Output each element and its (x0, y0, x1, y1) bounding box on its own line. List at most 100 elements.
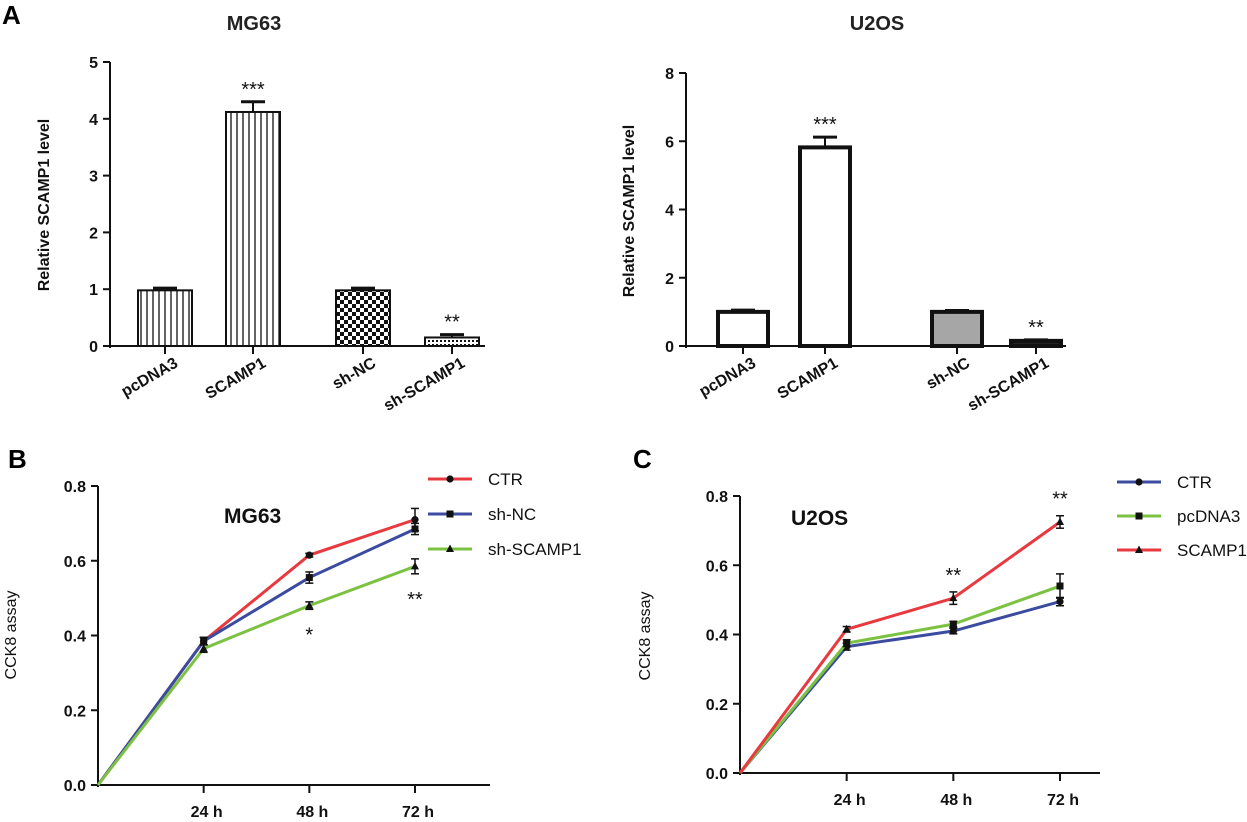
a-mg63-y-tick-label: 3 (89, 169, 98, 186)
c-legend-pcdna3-marker-square (1135, 512, 1143, 520)
a-mg63-y-tick-label: 0 (89, 339, 98, 356)
c-x-tick-label: 24 h (834, 792, 866, 809)
c-significance: ** (1052, 489, 1068, 511)
b-legend-sh-nc-marker-square (446, 510, 454, 518)
chart-a-u2os-title: U2OS (850, 13, 904, 35)
a-mg63-y-tick-label: 2 (89, 225, 98, 242)
panel-letter-c: C (633, 444, 652, 474)
b-ctr-marker-circle (305, 551, 313, 559)
a-u2os-y-tick-label: 6 (665, 134, 674, 151)
c-scamp1-marker-triangle (949, 593, 958, 602)
a-u2os-bar-scamp1 (798, 145, 852, 348)
b-sh-scamp1-marker-triangle (411, 561, 419, 570)
c-series-line-scamp1 (738, 520, 1061, 774)
a-mg63-bar-sh-scamp1 (424, 336, 480, 348)
b-y-tick-label: 0.2 (64, 703, 86, 720)
c-y-tick-label: 0.8 (706, 489, 728, 506)
chart-a-mg63-title: MG63 (227, 13, 281, 35)
chart-c-u2os: U2OS CCK8 assay 0.0 0.2 0.4 0.6 0.8 24 h 48 h 7… (637, 473, 1247, 809)
a-mg63-bar-scamp1 (225, 110, 281, 348)
b-sh-scamp1-marker-triangle (305, 601, 314, 609)
c-scamp1-marker-triangle (842, 624, 851, 633)
a-u2os-y-tick-label: 8 (665, 66, 674, 83)
b-x-tick-label: 24 h (191, 804, 223, 821)
a-u2os-category-label: sh-NC (924, 355, 974, 393)
c-series-line-ctr (738, 600, 1061, 774)
c-legend-label-scamp1: SCAMP1 (1177, 541, 1247, 560)
b-y-tick-label: 0.6 (64, 554, 86, 571)
a-u2os-significance: ** (1028, 317, 1044, 339)
c-legend-label-ctr: CTR (1177, 473, 1212, 492)
chart-a-mg63: MG63 Relative SCAMP1 level 0 1 2 3 4 5 pcDNA3 *… (36, 13, 485, 415)
a-u2os-significance: *** (813, 114, 837, 136)
c-legend-scamp1-marker-triangle (1135, 545, 1143, 553)
a-u2os-bar-pcdna3 (716, 309, 770, 348)
c-pcdna3-marker-square (843, 639, 851, 647)
a-mg63-category-label: sh-SCAMP1 (381, 355, 468, 415)
b-legend-label-sh-nc: sh-NC (488, 505, 536, 524)
c-pcdna3-marker-square (949, 620, 957, 628)
chart-c-ylabel: CCK8 assay (637, 592, 654, 681)
b-x-tick-label: 72 h (402, 804, 434, 821)
chart-a-u2os-ylabel: Relative SCAMP1 level (621, 125, 638, 298)
c-legend-ctr-marker-circle (1135, 478, 1143, 486)
a-mg63-y-tick-label: 4 (89, 112, 98, 129)
c-legend-label-pcdna3: pcDNA3 (1177, 507, 1240, 526)
b-significance: ** (407, 589, 423, 611)
b-y-tick-label: 0.8 (64, 479, 86, 496)
chart-a-mg63-ylabel: Relative SCAMP1 level (36, 119, 53, 292)
c-significance: ** (946, 565, 962, 587)
panel-letter-a: A (2, 0, 21, 30)
panel-letter-b: B (8, 444, 27, 474)
a-u2os-y-tick-label: 0 (665, 339, 674, 356)
a-u2os-category-label: sh-SCAMP1 (965, 355, 1052, 415)
b-legend-ctr-marker-circle (446, 475, 454, 483)
c-x-tick-label: 48 h (940, 792, 972, 809)
a-mg63-y-tick-label: 5 (89, 55, 98, 72)
b-significance: * (305, 624, 313, 646)
a-mg63-bar-pcdna3 (137, 289, 193, 347)
a-mg63-bar-sh-nc (335, 289, 391, 347)
a-mg63-category-label: pcDNA3 (119, 355, 181, 401)
c-ctr-marker-circle (1056, 598, 1064, 606)
b-y-tick-label: 0.0 (64, 778, 86, 795)
c-scamp1-marker-triangle (1056, 517, 1064, 525)
c-x-tick-label: 72 h (1047, 792, 1079, 809)
a-mg63-y-tick-label: 1 (89, 282, 98, 299)
c-y-tick-label: 0.0 (706, 766, 728, 783)
b-sh-nc-marker-square (411, 525, 419, 533)
b-sh-nc-marker-square (305, 574, 313, 582)
c-ctr-marker-circle (949, 627, 957, 635)
b-legend-label-sh-scamp1: sh-SCAMP1 (488, 540, 582, 559)
b-legend-label-ctr: CTR (488, 470, 523, 489)
a-u2os-bar-sh-nc (930, 309, 984, 348)
c-series-line-pcdna3 (738, 584, 1061, 774)
b-x-tick-label: 48 h (296, 804, 328, 821)
chart-a-u2os: U2OS Relative SCAMP1 level 0 2 4 6 8 pcDNA3 **… (621, 13, 1066, 415)
chart-c-inset-title: U2OS (791, 507, 848, 530)
chart-b-ylabel: CCK8 assay (3, 591, 20, 680)
b-y-tick-label: 0.4 (64, 629, 86, 646)
a-mg63-category-label: sh-NC (330, 355, 380, 393)
a-mg63-significance: ** (444, 312, 460, 334)
chart-b-inset-title: MG63 (224, 505, 281, 528)
b-legend-sh-scamp1-marker-triangle (446, 544, 454, 552)
chart-b-mg63: MG63 CCK8 assay 0.0 0.2 0.4 0.6 0.8 24 h 48 h 7… (3, 470, 582, 821)
a-u2os-category-label: SCAMP1 (775, 355, 841, 403)
a-u2os-bar-sh-scamp1 (1009, 338, 1063, 349)
b-sh-scamp1-marker-triangle (199, 644, 208, 652)
b-series-line-ctr (96, 518, 416, 786)
a-mg63-category-label: SCAMP1 (203, 355, 269, 403)
a-mg63-significance: *** (241, 79, 265, 101)
b-series-line-sh-scamp1 (96, 564, 416, 786)
c-y-tick-label: 0.4 (706, 628, 728, 645)
a-u2os-y-tick-label: 2 (665, 271, 674, 288)
c-y-tick-label: 0.2 (706, 697, 728, 714)
c-pcdna3-marker-square (1056, 582, 1064, 590)
b-ctr-marker-circle (411, 516, 419, 524)
c-y-tick-label: 0.6 (706, 558, 728, 575)
a-u2os-y-tick-label: 4 (665, 203, 674, 220)
a-u2os-category-label: pcDNA3 (697, 355, 759, 401)
b-series-line-sh-nc (96, 527, 416, 786)
